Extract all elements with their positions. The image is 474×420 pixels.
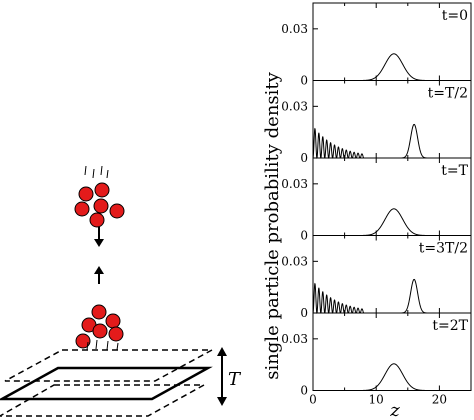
panel-1: 0 0.03 t=0: [281, 2, 472, 88]
falling-atom-cloud: [74, 165, 125, 228]
mirror-bottom-position: [0, 384, 207, 417]
y-tick-label: 0: [300, 74, 308, 88]
y-tick-label: 0: [300, 306, 308, 320]
atom: [89, 212, 105, 228]
panel-4: 0 0.03 t=3T/2: [281, 235, 472, 320]
density-panels: 0 0.03 t=0 0 0.03 t=T/2 0 0.03 t=T 0 0.03 t=3T/2 0 0.…: [281, 2, 472, 407]
density-curve: [313, 208, 471, 236]
oscillation-period-label: T: [228, 369, 242, 390]
bouncing-atoms-illustration: T: [0, 165, 242, 417]
y-tick-label: 0.03: [281, 99, 308, 113]
y-tick-label: 0.03: [281, 177, 308, 191]
x-tick-label: 10: [369, 393, 384, 407]
panel-frame: [312, 312, 472, 391]
panel-time-label: t=T/2: [428, 86, 468, 102]
atom: [75, 333, 91, 349]
panel-5: 0 0.03 t=2T: [281, 312, 472, 398]
down-arrow-icon: [94, 227, 104, 247]
y-tick-label: 0.03: [281, 332, 308, 346]
atom: [92, 323, 108, 339]
density-curve: [313, 363, 471, 391]
x-axis-title: z: [389, 400, 400, 420]
y-tick-label: 0: [300, 229, 308, 243]
density-curve: [312, 123, 471, 159]
atom: [94, 182, 110, 198]
atom: [74, 201, 90, 217]
oscillation-arrow-icon: [217, 347, 227, 406]
mirror-rest-position: [0, 366, 213, 401]
x-tick-label: 0: [309, 393, 317, 407]
atom: [109, 203, 125, 219]
panel-time-label: t=3T/2: [419, 241, 468, 257]
panel-2: 0 0.03 t=T/2: [281, 80, 472, 165]
atom: [91, 304, 107, 320]
y-axis-title: single particle probability density: [262, 71, 283, 379]
atom: [108, 326, 124, 342]
y-tick-label: 0.03: [281, 22, 308, 36]
atom: [78, 186, 94, 202]
vibrating-mirror: [0, 349, 213, 417]
density-curve: [313, 53, 471, 81]
density-curve: [312, 278, 471, 314]
panel-time-label: t=T: [441, 163, 468, 179]
y-tick-label: 0.03: [281, 254, 308, 268]
atom: [105, 313, 121, 329]
rebounding-atom-cloud: [75, 304, 124, 351]
atom: [93, 198, 109, 214]
y-tick-label: 0: [300, 384, 308, 398]
up-arrow-icon: [94, 266, 104, 284]
panel-time-label: t=0: [442, 8, 468, 24]
mirror-top-position: [4, 349, 213, 382]
panel-3: 0 0.03 t=T: [281, 157, 472, 243]
y-tick-label: 0: [300, 151, 308, 165]
panel-time-label: t=2T: [432, 318, 468, 334]
x-tick-label: 20: [432, 393, 447, 407]
